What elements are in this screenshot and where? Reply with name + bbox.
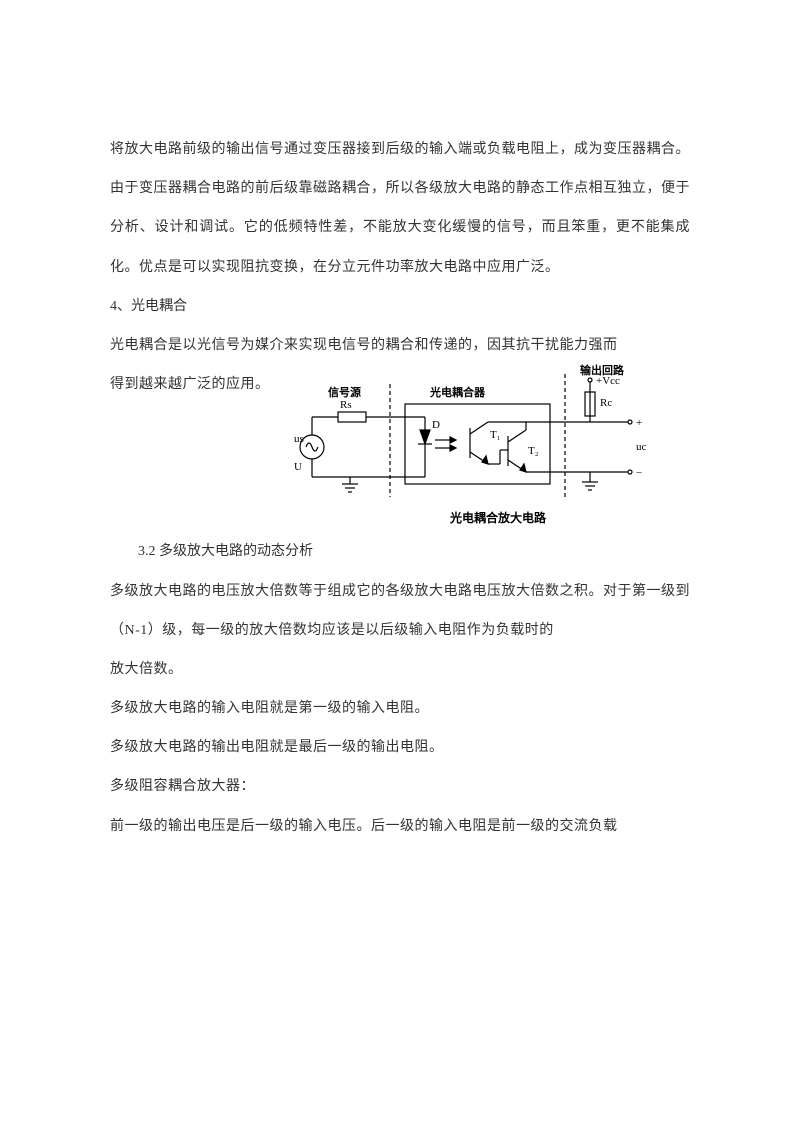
paragraph-rc-amp-desc: 前一级的输出电压是后一级的输入电压。后一级的输入电阻是前一级的交流负载 <box>110 807 690 846</box>
diagram-caption: 光电耦合放大电路 <box>449 510 547 525</box>
label-U: U <box>294 461 302 473</box>
paragraph-transformer-analysis: 由于变压器耦合电路的前后级靠磁路耦合，所以各级放大电路的静态工作点相互独立，便于… <box>110 169 690 287</box>
paragraph-opto-intro-b: 得到越来越广泛的应用。 <box>110 365 270 404</box>
label-T2: T₂ <box>528 445 539 457</box>
heading-opto-coupling: 4、光电耦合 <box>110 287 690 326</box>
label-rc: Rc <box>600 397 612 409</box>
label-D: D <box>432 419 440 431</box>
document-page: 将放大电路前级的输出信号通过变压器接到后级的输入端或负载电阻上，成为变压器耦合。… <box>0 0 800 906</box>
paragraph-gain-product: 多级放大电路的电压放大倍数等于组成它的各级放大电路电压放大倍数之积。对于第一级到… <box>110 572 690 650</box>
paragraph-output-resistance: 多级放大电路的输出电阻就是最后一级的输出电阻。 <box>110 728 690 767</box>
label-vcc: +Vcc <box>596 375 620 387</box>
svg-text:−: − <box>636 467 642 479</box>
opto-coupler-circuit-svg: us U Rs 信号源 <box>290 362 650 532</box>
label-T1: T₁ <box>490 429 501 441</box>
label-rs: Rs <box>340 399 352 411</box>
paragraph-opto-intro-a: 光电耦合是以光信号为媒介来实现电信号的耦合和传递的，因其抗干扰能力强而 <box>110 326 690 365</box>
label-source: 信号源 <box>328 385 361 399</box>
svg-text:+: + <box>636 417 642 429</box>
circuit-diagram: us U Rs 信号源 <box>290 362 690 532</box>
label-us: us <box>294 433 304 445</box>
heading-dynamic-analysis: 3.2 多级放大电路的动态分析 <box>110 532 690 571</box>
paragraph-input-resistance: 多级放大电路的输入电阻就是第一级的输入电阻。 <box>110 689 690 728</box>
label-uc: uc <box>636 441 647 453</box>
paragraph-gain-label: 放大倍数。 <box>110 650 690 689</box>
paragraph-rc-amp-title: 多级阻容耦合放大器： <box>110 767 690 806</box>
paragraph-transformer-coupling: 将放大电路前级的输出信号通过变压器接到后级的输入端或负载电阻上，成为变压器耦合。 <box>110 130 690 169</box>
label-coupler: 光电耦合器 <box>429 385 486 399</box>
